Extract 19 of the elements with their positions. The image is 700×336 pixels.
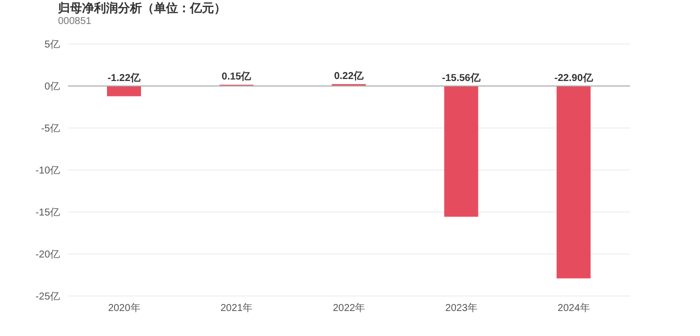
chart-title: 归母净利润分析（单位：亿元） [58,0,226,17]
x-tick-label: 2020年 [108,302,140,314]
data-label: -22.90亿 [554,72,594,84]
data-label: 0.22亿 [334,70,365,82]
y-tick-label: -25亿 [36,292,60,303]
data-label: -1.22亿 [108,72,142,84]
x-tick-label: 2023年 [445,302,478,314]
data-label: -15.56亿 [442,72,482,84]
y-tick-label: 5亿 [44,40,60,51]
chart-subtitle: 000851 [58,16,92,27]
x-tick-label: 2021年 [220,302,253,314]
x-tick-label: 2022年 [332,302,366,314]
data-label: 0.15亿 [222,70,252,83]
y-tick-label: -15亿 [36,208,60,219]
y-tick-label: -20亿 [36,250,60,261]
y-tick-label: -5亿 [41,124,60,135]
x-tick-label: 2024年 [558,302,590,314]
y-tick-label: 0亿 [44,82,60,93]
y-tick-label: -10亿 [36,166,60,177]
